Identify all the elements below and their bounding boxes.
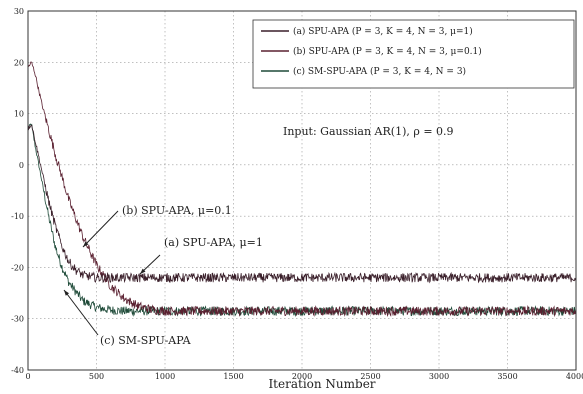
callout-arrow-c	[63, 289, 99, 336]
y-tick-label: -20	[11, 263, 24, 272]
legend-entry: (b) SPU-APA (P = 3, K = 4, N = 3, μ=0.1)	[293, 46, 482, 57]
y-tick-label: -40	[11, 366, 24, 375]
x-tick-label: 0	[25, 372, 30, 381]
x-tick-label: 1500	[223, 372, 243, 381]
curve-label-b: (b) SPU-APA, μ=0.1	[122, 204, 232, 217]
x-tick-label: 2000	[292, 372, 312, 381]
y-tick-label: 0	[19, 161, 24, 170]
curve-label-a: (a) SPU-APA, μ=1	[164, 236, 263, 249]
x-tick-label: 2500	[360, 372, 380, 381]
input-annotation: Input: Gaussian AR(1), ρ = 0.9	[283, 125, 454, 138]
callout-arrow-b	[82, 210, 119, 248]
x-tick-label: 3000	[429, 372, 449, 381]
x-tick-label: 3500	[497, 372, 517, 381]
plot-frame	[27, 10, 577, 371]
curve-label-c: (c) SM-SPU-APA	[100, 334, 192, 347]
x-tick-label: 1000	[155, 372, 175, 381]
series-line-b	[27, 61, 577, 318]
legend-entry: (a) SPU-APA (P = 3, K = 4, N = 3, μ=1)	[293, 26, 473, 37]
arrowhead	[140, 268, 146, 274]
series-layer	[27, 61, 577, 318]
legend-entry: (c) SM-SPU-APA (P = 3, K = 4, N = 3)	[293, 66, 466, 77]
legend-box	[252, 19, 575, 89]
y-tick-label: -10	[11, 212, 24, 221]
x-tick-label: 4000	[566, 372, 583, 381]
axis-ticks: 050010001500200025003000350040003020100-…	[11, 7, 583, 381]
arrowhead	[64, 290, 70, 296]
y-tick-label: 30	[14, 7, 24, 16]
legend: (a) SPU-APA (P = 3, K = 4, N = 3, μ=1) (b…	[252, 19, 575, 89]
series-line-a	[27, 124, 577, 284]
y-tick-label: 20	[14, 58, 24, 67]
x-axis-label: Iteration Number	[268, 377, 375, 391]
curve-callouts: (b) SPU-APA, μ=0.1 (a) SPU-APA, μ=1 (c) …	[63, 204, 263, 347]
x-tick-label: 500	[89, 372, 104, 381]
y-tick-label: 10	[14, 110, 24, 119]
y-tick-label: -30	[11, 315, 24, 324]
arrowhead	[83, 241, 89, 247]
